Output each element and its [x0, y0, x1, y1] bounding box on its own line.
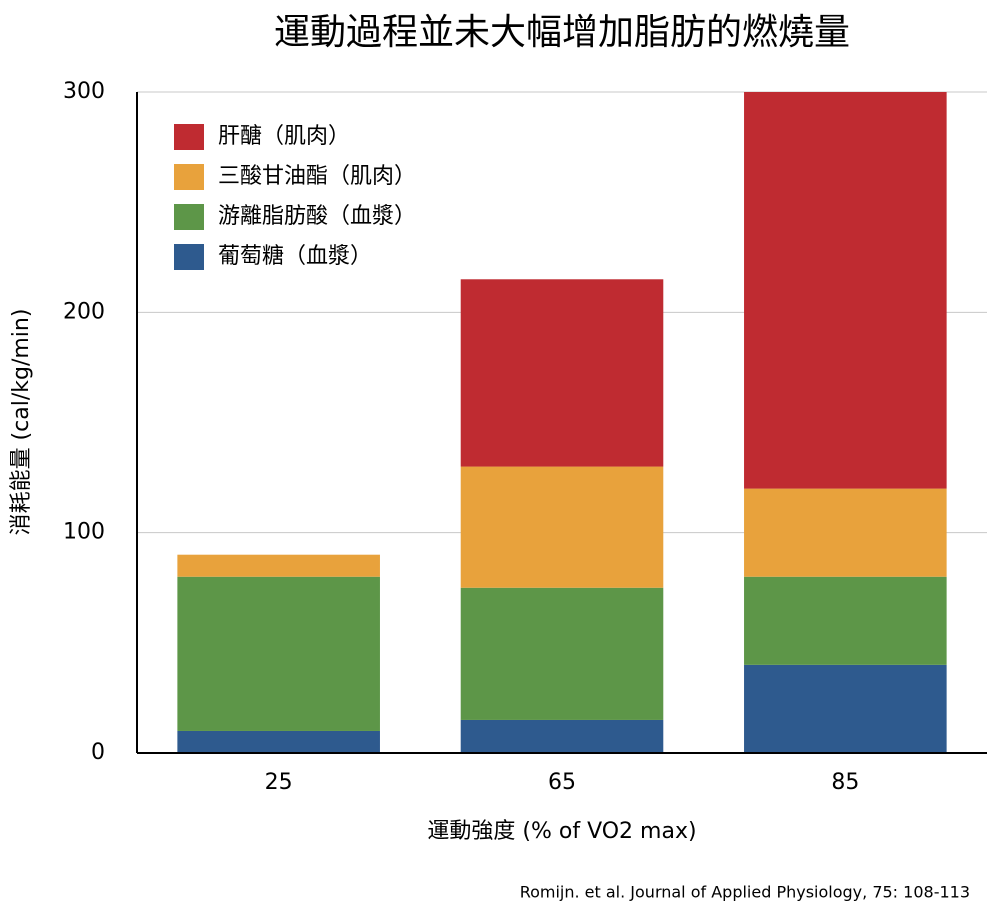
bar-segment	[460, 719, 664, 753]
bar-segment	[177, 576, 380, 731]
bar-segment	[744, 488, 947, 577]
chart-title: 運動過程並未大幅增加脂肪的燃燒量	[274, 12, 850, 53]
bar-segment	[460, 279, 664, 467]
y-tick-label: 300	[63, 79, 105, 104]
legend-swatch	[174, 244, 204, 270]
bar-segment	[744, 92, 947, 489]
x-tick-label: 25	[265, 770, 293, 795]
legend-swatch	[174, 204, 204, 230]
y-axis-label: 消耗能量 (cal/kg/min)	[9, 309, 34, 536]
legend-label: 三酸甘油酯（肌肉）	[218, 164, 416, 189]
bar-segment	[460, 466, 664, 588]
bar-segment	[177, 554, 380, 577]
bar-segment	[744, 664, 947, 753]
legend-swatch	[174, 124, 204, 150]
legend-label: 游離脂肪酸（血漿）	[218, 204, 416, 229]
source-note: Romijn. et al. Journal of Applied Physio…	[520, 883, 970, 902]
bar-segment	[744, 576, 947, 665]
bar-segment	[177, 730, 380, 753]
y-tick-label: 100	[63, 520, 105, 545]
x-axis-label: 運動強度 (% of VO2 max)	[427, 819, 696, 844]
x-tick-label: 65	[548, 770, 576, 795]
y-tick-label: 200	[63, 299, 105, 324]
legend-swatch	[174, 164, 204, 190]
x-tick-label: 85	[831, 770, 859, 795]
legend-label: 肝醣（肌肉）	[218, 124, 350, 149]
y-tick-label: 0	[91, 740, 105, 765]
bar-segment	[460, 587, 664, 720]
legend-label: 葡萄糖（血漿）	[218, 244, 372, 269]
